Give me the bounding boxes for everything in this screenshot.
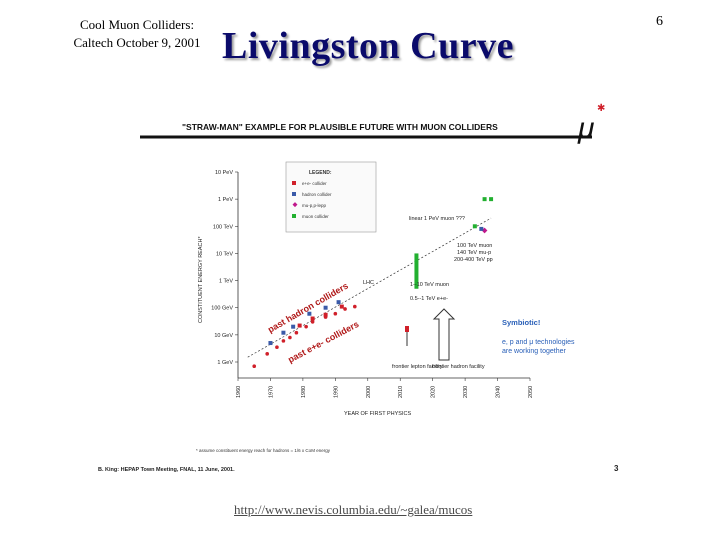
- data-point: [297, 323, 302, 328]
- x-tick-label: 2000: [366, 386, 372, 398]
- legend-label: mu-p,p-lepp: [302, 203, 327, 208]
- data-point: [265, 352, 269, 356]
- data-point: [268, 341, 273, 346]
- slide-title: Livingston Curve: [222, 25, 514, 67]
- data-point: [281, 330, 286, 335]
- data-point: [336, 300, 341, 305]
- data-point: [288, 335, 292, 340]
- data-point: [275, 345, 279, 350]
- x-tick-label: 1960: [236, 386, 242, 398]
- y-tick-label: 1 PeV: [218, 197, 233, 203]
- mu-logo: μ: [577, 112, 594, 145]
- data-point: [479, 226, 484, 231]
- annotation-linear-pev: linear 1 PeV muon ???: [409, 216, 465, 222]
- header-line-2: Caltech October 9, 2001: [73, 35, 201, 50]
- livingston-chart-figure: "STRAW-MAN" EXAMPLE FOR PLAUSIBLE FUTURE…: [98, 103, 619, 473]
- data-point: [323, 312, 328, 317]
- chart-legend: LEGEND: e+e- collider hadron collider mu-p…: [285, 161, 377, 233]
- annotation-working-together: are working together: [502, 348, 566, 355]
- y-tick-label: 100 GeV: [211, 306, 233, 312]
- legend-title: LEGEND:: [309, 170, 332, 176]
- x-tick-label: 1990: [333, 386, 339, 398]
- y-tick-label: 100 TeV: [213, 224, 233, 230]
- legend-label: muon collider: [302, 214, 329, 219]
- muon-range-bar: [414, 253, 419, 289]
- x-tick-label: 2040: [496, 386, 502, 398]
- logo-star-icon: ✱: [597, 103, 605, 114]
- data-point: [323, 305, 328, 310]
- legend-label: e+e- collider: [302, 181, 327, 186]
- annotation-lhc: LHC: [363, 280, 374, 286]
- y-tick-label: 1 TeV: [219, 279, 233, 285]
- data-point: [307, 311, 312, 316]
- annotation-technologies: e, p and μ technologies: [502, 339, 575, 346]
- annotation-ee-future: 0.5--1 TeV e+e-: [410, 296, 448, 302]
- data-point: [343, 307, 347, 311]
- data-point: [339, 304, 344, 309]
- lepton-marker: [405, 326, 409, 332]
- trend-line: [247, 217, 492, 358]
- annotation-100tev-muon: 100 TeV muon: [457, 243, 492, 249]
- data-point: [291, 324, 296, 329]
- frontier-arrow-shape: [432, 308, 456, 361]
- data-point: [310, 316, 315, 321]
- x-tick-label: 2030: [463, 386, 469, 398]
- legend-marker: [292, 202, 298, 208]
- legend-frame: [285, 161, 377, 233]
- figure-page: 3: [614, 464, 619, 473]
- y-tick-label: 10 PeV: [215, 170, 233, 176]
- annotation-140tev-mup: 140 TeV mu-p: [457, 250, 491, 256]
- annotation-frontier-lepton: frontier lepton facility: [392, 364, 443, 370]
- x-tick-label: 1980: [301, 386, 307, 398]
- y-axis-label: CONSTITUENT ENERGY REACH*: [198, 236, 204, 323]
- x-tick-label: 1970: [268, 386, 274, 398]
- x-tick-label: 2050: [528, 386, 534, 398]
- data-point: [252, 364, 257, 369]
- frontier-arrow: [432, 308, 456, 361]
- annotation-1-10tev-muon: 1--10 TeV muon: [410, 282, 449, 288]
- data-point: [310, 320, 315, 324]
- annotation-pp: 200-400 TeV pp: [454, 257, 493, 263]
- y-tick-label: 1 GeV: [217, 360, 233, 366]
- y-tick-label: 10 TeV: [216, 251, 233, 257]
- legend-label: hadron collider: [302, 192, 332, 197]
- annotation-frontier-hadron: frontier hadron facility: [432, 364, 485, 370]
- x-tick-label: 2020: [431, 386, 437, 398]
- data-point: [353, 304, 357, 309]
- annotation-symbiotic: Symbiotic!: [502, 318, 540, 327]
- data-point: [333, 311, 338, 316]
- data-point: [281, 339, 286, 343]
- plot-area: 1 GeV 10 GeV 100 GeV 1 TeV 10 TeV 100 TeV 1 Pe…: [198, 170, 534, 417]
- data-point: [482, 197, 487, 202]
- legend-marker: [292, 214, 296, 218]
- data-point: [489, 197, 494, 202]
- x-tick-label: 2010: [398, 386, 404, 398]
- annotation-past-ee: past e+e- colliders: [286, 319, 360, 365]
- data-point: [294, 330, 299, 335]
- figure-banner: "STRAW-MAN" EXAMPLE FOR PLAUSIBLE FUTURE…: [182, 122, 498, 132]
- header-line-1: Cool Muon Colliders:: [79, 17, 195, 32]
- y-tick-label: 10 GeV: [214, 333, 233, 339]
- figure-footnote: * assume constituent energy reach for ha…: [196, 448, 331, 453]
- figure-credit: B. King: HEPAP Town Meeting, FNAL, 11 Ju…: [98, 467, 235, 473]
- x-axis-label: YEAR OF FIRST PHYSICS: [344, 411, 411, 417]
- chart-annotations: linear 1 PeV muon ??? 100 TeV muon 140 T…: [266, 216, 575, 370]
- data-point: [304, 324, 308, 329]
- slide-header: Cool Muon Colliders: Caltech October 9, …: [62, 16, 212, 52]
- page-number: 6: [656, 14, 663, 29]
- legend-marker: [292, 192, 296, 196]
- data-point: [472, 224, 477, 229]
- legend-marker: [292, 181, 296, 185]
- footer-link[interactable]: http://www.nevis.columbia.edu/~galea/muc…: [234, 502, 473, 517]
